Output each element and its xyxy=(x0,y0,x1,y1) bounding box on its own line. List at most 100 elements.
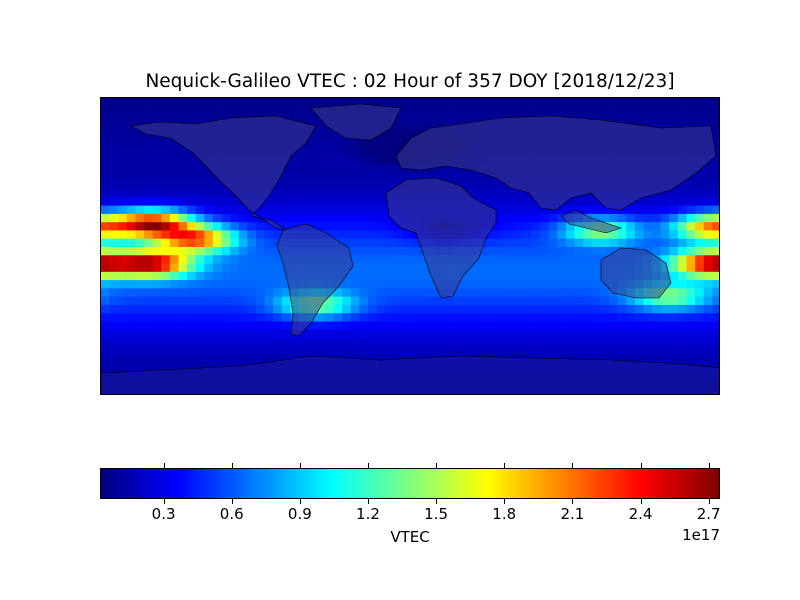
heatmap-cell xyxy=(531,222,541,231)
heatmap-cell xyxy=(290,98,300,107)
heatmap-cell xyxy=(126,247,136,256)
heatmap-cell xyxy=(479,288,489,298)
heatmap-cell xyxy=(126,338,136,347)
heatmap-cell xyxy=(566,387,576,394)
heatmap-cell xyxy=(101,139,111,149)
heatmap-cell xyxy=(324,197,334,207)
heatmap-cell xyxy=(445,172,455,182)
heatmap-cell xyxy=(471,180,481,190)
heatmap-cell xyxy=(256,321,266,331)
heatmap-cell xyxy=(212,371,222,380)
heatmap-cell xyxy=(514,304,524,314)
heatmap-cell xyxy=(169,321,179,331)
heatmap-cell xyxy=(583,362,593,372)
heatmap-cell xyxy=(273,98,283,107)
heatmap-cell xyxy=(101,321,111,331)
heatmap-cell xyxy=(514,197,524,207)
heatmap-cell xyxy=(238,296,248,306)
heatmap-cell xyxy=(256,255,266,264)
heatmap-cell xyxy=(135,238,145,248)
heatmap-cell xyxy=(428,98,438,107)
heatmap-cell xyxy=(212,379,222,389)
heatmap-cell xyxy=(712,263,719,273)
heatmap-cell xyxy=(600,114,610,124)
heatmap-cell xyxy=(230,222,240,231)
heatmap-cell xyxy=(454,106,464,115)
heatmap-cell xyxy=(359,238,369,248)
heatmap-cell xyxy=(144,296,154,306)
heatmap-cell xyxy=(333,288,343,298)
heatmap-cell xyxy=(703,271,713,281)
heatmap-cell xyxy=(712,371,719,380)
heatmap-cell xyxy=(462,346,472,356)
heatmap-cell xyxy=(505,106,515,115)
heatmap-cell xyxy=(126,213,136,223)
heatmap-cell xyxy=(609,313,619,322)
heatmap-cell xyxy=(462,106,472,115)
heatmap-cell xyxy=(316,346,326,356)
heatmap-cell xyxy=(169,362,179,372)
heatmap-cell xyxy=(617,354,627,364)
heatmap-cell xyxy=(144,387,154,394)
heatmap-cell xyxy=(169,304,179,314)
heatmap-cell xyxy=(281,346,291,356)
heatmap-cell xyxy=(101,131,111,140)
heatmap-cell xyxy=(428,313,438,322)
heatmap-cell xyxy=(169,222,179,231)
heatmap-cell xyxy=(324,296,334,306)
heatmap-cell xyxy=(411,362,421,372)
heatmap-cell xyxy=(316,329,326,339)
heatmap-cell xyxy=(367,197,377,207)
heatmap-cell xyxy=(144,379,154,389)
heatmap-cell xyxy=(316,147,326,157)
heatmap-cell xyxy=(230,387,240,394)
heatmap-cell xyxy=(221,321,231,331)
heatmap-cell xyxy=(212,98,222,107)
heatmap-cell xyxy=(479,172,489,182)
heatmap-cell xyxy=(367,222,377,231)
heatmap-cell xyxy=(643,371,653,380)
heatmap-cell xyxy=(342,222,352,231)
heatmap-cell xyxy=(178,313,188,322)
heatmap-cell xyxy=(574,255,584,264)
heatmap-cell xyxy=(583,271,593,281)
heatmap-cell xyxy=(600,98,610,107)
heatmap-cell xyxy=(669,213,679,223)
heatmap-cell xyxy=(290,338,300,347)
colorbar-tick-label: 1.8 xyxy=(492,505,517,523)
heatmap-cell xyxy=(264,222,274,231)
heatmap-cell xyxy=(557,362,567,372)
heatmap-cell xyxy=(109,213,119,223)
heatmap-cell xyxy=(230,346,240,356)
heatmap-cell xyxy=(686,280,696,289)
heatmap-cell xyxy=(677,255,687,264)
heatmap-cell xyxy=(342,362,352,372)
heatmap-cell xyxy=(101,354,111,364)
heatmap-cell xyxy=(531,238,541,248)
heatmap-cell xyxy=(247,362,257,372)
heatmap-cell xyxy=(126,98,136,107)
heatmap-cell xyxy=(393,371,403,380)
heatmap-cell xyxy=(342,189,352,198)
heatmap-cell xyxy=(479,255,489,264)
heatmap-cell xyxy=(109,304,119,314)
heatmap-cell xyxy=(212,313,222,322)
heatmap-cell xyxy=(669,387,679,394)
heatmap-cell xyxy=(660,321,670,331)
heatmap-cell xyxy=(299,213,309,223)
heatmap-cell xyxy=(126,155,136,165)
heatmap-cell xyxy=(324,346,334,356)
heatmap-cell xyxy=(169,197,179,207)
heatmap-cell xyxy=(247,304,257,314)
heatmap-cell xyxy=(402,321,412,331)
heatmap-cell xyxy=(161,329,171,339)
heatmap-cell xyxy=(333,379,343,389)
heatmap-cell xyxy=(574,247,584,256)
heatmap-cell xyxy=(677,197,687,207)
heatmap-cell xyxy=(643,346,653,356)
heatmap-cell xyxy=(583,304,593,314)
heatmap-cell xyxy=(712,346,719,356)
heatmap-cell xyxy=(178,164,188,173)
heatmap-cell xyxy=(514,321,524,331)
heatmap-cell xyxy=(566,238,576,248)
